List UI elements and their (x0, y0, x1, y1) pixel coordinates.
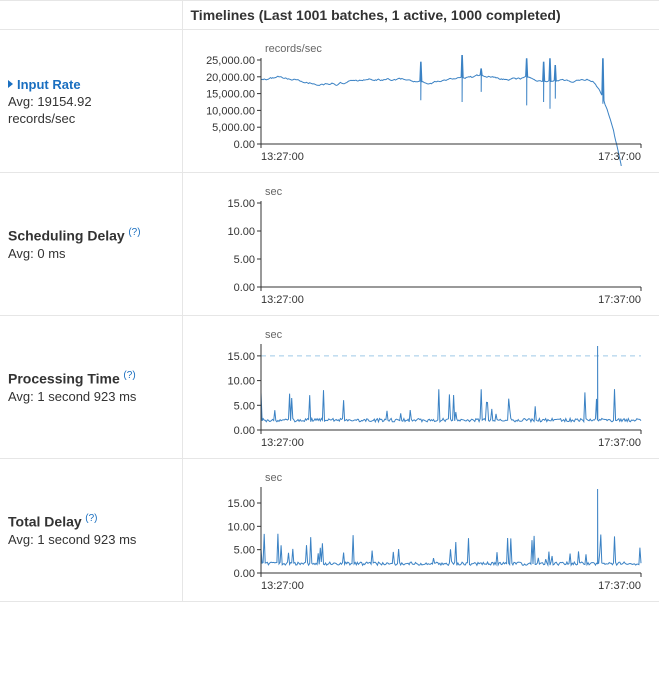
ytick-label: 25,000.00 (206, 55, 255, 67)
ytick-label: 10,000.00 (206, 105, 255, 117)
xtick-start: 13:27:00 (261, 151, 304, 163)
help-icon[interactable]: (?) (123, 370, 135, 381)
metric-avg-scheduling_delay: Avg: 0 ms (8, 246, 174, 261)
xtick-end: 17:37:00 (598, 580, 641, 592)
series-line (261, 55, 641, 166)
xtick-end: 17:37:00 (598, 294, 641, 306)
chart-scheduling_delay: sec 0.00 5.00 10.00 15.00 13:27:00 17:37:00 (191, 179, 651, 309)
ytick-label: 10.00 (227, 521, 255, 533)
metric-info-processing_time: Processing Time (?) Avg: 1 second 923 ms (0, 316, 182, 459)
metric-avg2-input_rate: records/sec (8, 111, 174, 126)
chart-input_rate: records/sec 0.00 5,000.00 10,000.00 15,000.0… (191, 36, 651, 166)
metric-title-processing_time: Processing Time (8, 371, 120, 387)
metric-title-total_delay: Total Delay (8, 514, 82, 530)
xtick-end: 17:37:00 (598, 437, 641, 449)
ytick-label: 15.00 (227, 198, 255, 210)
metric-info-scheduling_delay: Scheduling Delay (?) Avg: 0 ms (0, 173, 182, 316)
ytick-label: 0.00 (233, 425, 254, 437)
ylabel: sec (265, 186, 283, 198)
header-left-empty (0, 1, 182, 30)
ylabel: sec (265, 329, 283, 341)
ytick-label: 10.00 (227, 226, 255, 238)
help-icon[interactable]: (?) (85, 513, 97, 524)
ylabel: sec (265, 472, 283, 484)
xtick-end: 17:37:00 (598, 151, 641, 163)
ytick-label: 0.00 (233, 282, 254, 294)
chart-cell-total_delay: sec 0.00 5.00 10.00 15.00 13:27:00 17:37:00 (182, 459, 659, 602)
metric-avg-processing_time: Avg: 1 second 923 ms (8, 389, 174, 404)
chart-cell-processing_time: sec 0.00 5.00 10.00 15.00 13:27:00 17:37:00 (182, 316, 659, 459)
metric-avg-input_rate: Avg: 19154.92 (8, 94, 174, 109)
xtick-start: 13:27:00 (261, 437, 304, 449)
chart-processing_time: sec 0.00 5.00 10.00 15.00 13:27:00 17:37:00 (191, 322, 651, 452)
metric-title-scheduling_delay: Scheduling Delay (8, 228, 125, 244)
ytick-label: 15.00 (227, 498, 255, 510)
ytick-label: 15,000.00 (206, 89, 255, 101)
metric-row-scheduling_delay: Scheduling Delay (?) Avg: 0 ms sec 0.00 5.00… (0, 173, 659, 316)
header-row: Timelines (Last 1001 batches, 1 active, … (0, 1, 659, 30)
ytick-label: 5.00 (233, 545, 254, 557)
metric-avg-total_delay: Avg: 1 second 923 ms (8, 532, 174, 547)
timelines-header: Timelines (Last 1001 batches, 1 active, … (191, 7, 561, 23)
ytick-label: 0.00 (233, 139, 254, 151)
xtick-start: 13:27:00 (261, 294, 304, 306)
series-line (261, 489, 641, 565)
series-line (261, 346, 641, 422)
ytick-label: 5.00 (233, 254, 254, 266)
metric-info-input_rate: Input Rate Avg: 19154.92 records/sec (0, 30, 182, 173)
ytick-label: 0.00 (233, 568, 254, 580)
metric-row-total_delay: Total Delay (?) Avg: 1 second 923 ms sec 0.… (0, 459, 659, 602)
streaming-dashboard: Timelines (Last 1001 batches, 1 active, … (0, 0, 659, 602)
help-icon[interactable]: (?) (128, 227, 140, 238)
chart-cell-input_rate: records/sec 0.00 5,000.00 10,000.00 15,000.0… (182, 30, 659, 173)
metric-row-input_rate: Input RateAvg: 19154.92records/secrecord… (0, 30, 659, 173)
metric-title-input_rate[interactable]: Input Rate (17, 77, 81, 92)
chart-cell-scheduling_delay: sec 0.00 5.00 10.00 15.00 13:27:00 17:37:00 (182, 173, 659, 316)
xtick-start: 13:27:00 (261, 580, 304, 592)
chart-total_delay: sec 0.00 5.00 10.00 15.00 13:27:00 17:37:00 (191, 465, 651, 595)
ytick-label: 5.00 (233, 400, 254, 412)
ytick-label: 5,000.00 (212, 122, 255, 134)
ytick-label: 15.00 (227, 351, 255, 363)
ytick-label: 10.00 (227, 376, 255, 388)
ytick-label: 20,000.00 (206, 72, 255, 84)
metric-info-total_delay: Total Delay (?) Avg: 1 second 923 ms (0, 459, 182, 602)
metric-row-processing_time: Processing Time (?) Avg: 1 second 923 ms s… (0, 316, 659, 459)
ylabel: records/sec (265, 43, 322, 55)
caret-icon[interactable] (8, 80, 13, 88)
header-title-cell: Timelines (Last 1001 batches, 1 active, … (182, 1, 659, 30)
